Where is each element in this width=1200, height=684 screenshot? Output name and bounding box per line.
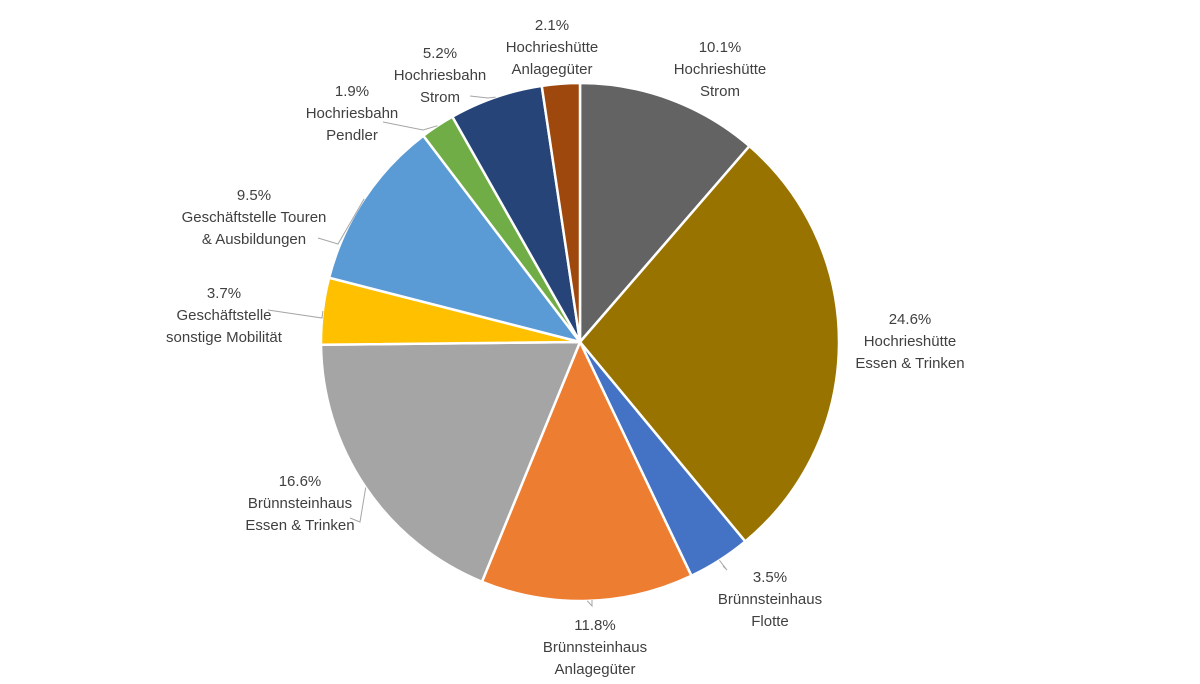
- data-label-text: Hochriesbahn: [306, 105, 399, 122]
- data-label-text: Hochriesbahn: [394, 67, 487, 84]
- pie-slices: [319, 81, 841, 603]
- data-label: 2.1% Hochrieshütte Anlagegüter: [506, 17, 599, 78]
- data-label: 24.6% Hochrieshütte Essen & Trinken: [855, 311, 964, 372]
- data-label-text: Anlagegüter: [555, 661, 636, 678]
- data-label-text: Strom: [420, 89, 460, 106]
- leader-line: [469, 95, 496, 99]
- data-label-value: 10.1%: [699, 39, 742, 56]
- leader-line: [349, 487, 367, 523]
- data-label: 10.1% Hochrieshütte Strom: [674, 39, 767, 100]
- pie-slice: [578, 144, 841, 544]
- data-label-value: 5.2%: [423, 45, 457, 62]
- data-labels: 10.1% Hochrieshütte Strom 24.6% Hochrieshütt…: [166, 17, 965, 678]
- data-label-text: Hochrieshütte: [506, 39, 599, 56]
- data-label-text: Geschäftstelle Touren: [182, 209, 327, 226]
- data-label-text: sonstige Mobilität: [166, 329, 283, 346]
- pie-slice: [319, 340, 582, 584]
- data-label: 16.6% Brünnsteinhaus Essen & Trinken: [245, 473, 354, 534]
- pie-slice: [480, 338, 694, 603]
- data-label-text: Hochrieshütte: [674, 61, 767, 78]
- data-label-text: Brünnsteinhaus: [718, 591, 822, 608]
- data-label-text: Hochrieshütte: [864, 333, 957, 350]
- data-label: 1.9% Hochriesbahn Pendler: [306, 83, 399, 144]
- data-label-text: Essen & Trinken: [245, 517, 354, 534]
- leader-line: [719, 559, 728, 571]
- data-label-value: 11.8%: [574, 617, 615, 634]
- data-label-text: Flotte: [751, 613, 789, 630]
- data-label-text: Essen & Trinken: [855, 355, 964, 372]
- data-label-value: 24.6%: [889, 311, 932, 328]
- data-label-value: 3.5%: [753, 569, 787, 586]
- data-label: 3.7% Geschäftstelle sonstige Mobilität: [166, 285, 283, 346]
- pie-slice: [578, 81, 752, 346]
- data-label: 11.8% Brünnsteinhaus Anlagegüter: [543, 617, 647, 678]
- data-label-text: Brünnsteinhaus: [248, 495, 352, 512]
- leader-line: [267, 309, 324, 319]
- data-label-text: & Ausbildungen: [202, 231, 306, 248]
- data-label: 9.5% Geschäftstelle Touren & Ausbildungen: [182, 187, 327, 248]
- pie-slice: [327, 133, 584, 345]
- pie-slice: [540, 81, 582, 343]
- data-label-value: 1.9%: [335, 83, 369, 100]
- leader-lines: [267, 95, 728, 608]
- data-label-value: 3.7%: [207, 285, 241, 302]
- leader-line: [586, 600, 593, 608]
- leader-line: [317, 198, 365, 245]
- data-label-text: Pendler: [326, 127, 378, 144]
- data-label: 3.5% Brünnsteinhaus Flotte: [718, 569, 822, 630]
- data-label-value: 9.5%: [237, 187, 271, 204]
- leader-line: [382, 121, 438, 131]
- data-label-value: 2.1%: [535, 17, 569, 34]
- data-label-text: Anlagegüter: [512, 61, 593, 78]
- data-label: 5.2% Hochriesbahn Strom: [394, 45, 487, 106]
- data-label-text: Geschäftstelle: [176, 307, 271, 324]
- data-label-value: 16.6%: [279, 473, 322, 490]
- data-label-text: Strom: [700, 83, 740, 100]
- data-label-text: Brünnsteinhaus: [543, 639, 647, 656]
